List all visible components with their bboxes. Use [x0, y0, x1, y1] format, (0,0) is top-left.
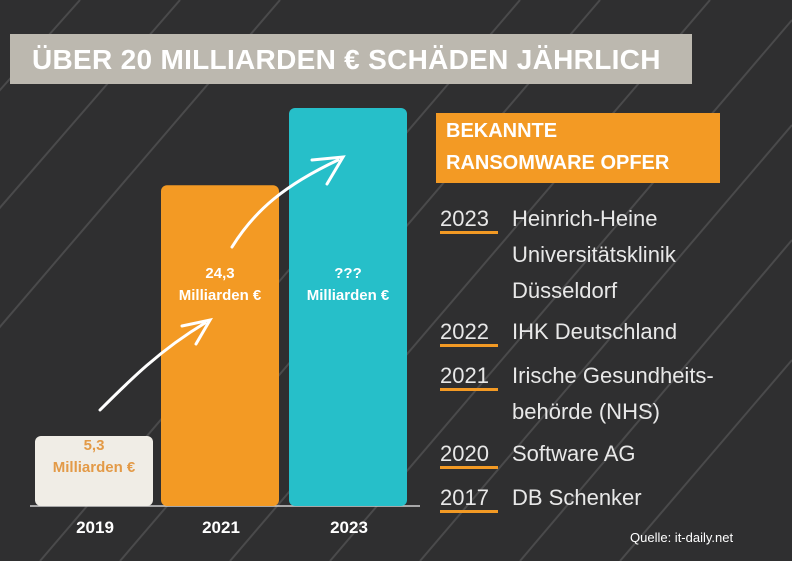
victims-heading-box: [436, 113, 720, 183]
page-title: ÜBER 20 MILLIARDEN € SCHÄDEN JÄHRLICH: [32, 44, 661, 75]
victim-year: 2023: [440, 206, 489, 231]
year-underline: [440, 344, 498, 347]
year-underline: [440, 510, 498, 513]
bar-2019: [35, 436, 153, 506]
victim-name: Irische Gesundheits- behörde (NHS): [512, 363, 714, 424]
bar-value-label-2023: ??? Milliarden €: [306, 265, 390, 304]
year-underline: [440, 466, 498, 469]
victim-name: DB Schenker: [512, 485, 642, 510]
victim-year: 2022: [440, 319, 489, 344]
bar-2023: [289, 108, 407, 506]
category-label-2023: 2023: [330, 518, 368, 537]
year-underline: [440, 388, 498, 391]
source-credit: Quelle: it-daily.net: [630, 530, 734, 545]
category-label-2021: 2021: [202, 518, 240, 537]
year-underline: [440, 231, 498, 234]
victim-name: IHK Deutschland: [512, 319, 678, 344]
bar-value-label-2021: 24,3 Milliarden €: [178, 265, 262, 304]
growth-arrow-1: [98, 317, 214, 412]
victim-year: 2021: [440, 363, 489, 388]
bar-2021: [161, 185, 279, 507]
title-band: [10, 34, 692, 84]
victims-heading-line-2: RANSOMWARE OPFER: [446, 152, 670, 174]
victim-year: 2020: [440, 441, 489, 466]
victim-name: Heinrich-Heine Universitätsklinik Düssel…: [512, 206, 676, 303]
bar-value-label-2019: 5,3 Milliarden €: [52, 437, 136, 476]
victims-heading-line-1: BEKANNTE: [446, 120, 558, 142]
victim-name: Software AG: [512, 441, 636, 466]
victim-year: 2017: [440, 485, 489, 510]
category-label-2019: 2019: [76, 518, 114, 537]
growth-arrow-2: [230, 155, 346, 249]
